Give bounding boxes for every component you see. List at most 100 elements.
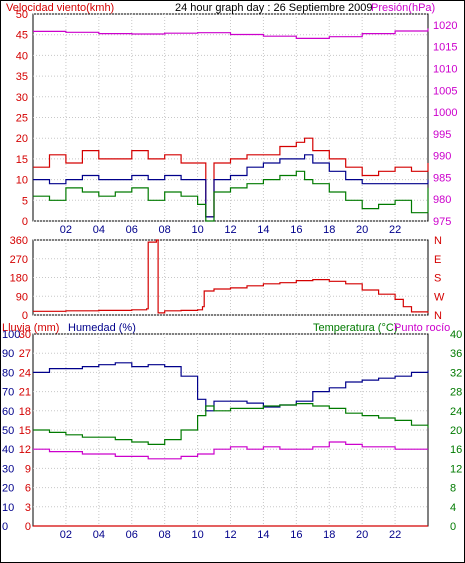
- wind-tick-label: 25: [16, 113, 28, 125]
- wind-tick-label: 0: [22, 216, 28, 228]
- x-tick-label: 10: [191, 529, 203, 541]
- compass-label: S: [434, 273, 441, 285]
- temperature-tick-label: 20: [450, 425, 462, 437]
- wind-tick-label: 10: [16, 175, 28, 187]
- direction-tick-label: 360: [10, 235, 28, 247]
- wind-tick-label: 45: [16, 30, 28, 42]
- green-line: [33, 170, 429, 222]
- x-tick-label: 02: [60, 224, 72, 236]
- humidity-tick-label: 40: [2, 444, 14, 456]
- rain-tick-label: 3: [25, 502, 31, 514]
- compass-label: N: [434, 235, 442, 247]
- direction-tick-label: 0: [22, 310, 28, 322]
- wind_avg-line: [33, 154, 429, 218]
- x-tick-label: 12: [224, 224, 236, 236]
- temperature-tick-label: 0: [450, 521, 456, 533]
- direction-tick-label: 180: [10, 273, 28, 285]
- rain-tick-label: 21: [19, 387, 31, 399]
- pressure-axis-title: Presión(hPa): [371, 2, 435, 14]
- compass-label: W: [434, 291, 445, 303]
- x-tick-label: 16: [290, 529, 302, 541]
- x-tick-label: 16: [290, 224, 302, 236]
- humidity-tick-label: 70: [2, 387, 14, 399]
- temperature-tick-label: 8: [450, 483, 456, 495]
- humidity-tick-label: 80: [2, 367, 14, 379]
- x-tick-label: 22: [389, 224, 401, 236]
- x-tick-label: 20: [356, 529, 368, 541]
- pressure-line: [33, 28, 429, 39]
- rain-tick-label: 24: [19, 367, 31, 379]
- x-tick-label: 08: [159, 224, 171, 236]
- wind-tick-label: 20: [16, 133, 28, 145]
- rain-tick-label: 18: [19, 406, 31, 418]
- compass-label: N: [434, 310, 442, 322]
- humidity-tick-label: 90: [2, 348, 14, 360]
- temperature-axis-title: Temperatura (°C): [313, 322, 397, 334]
- dewpoint-line: [33, 441, 428, 460]
- x-tick-label: 12: [224, 529, 236, 541]
- wind-tick-label: 35: [16, 71, 28, 83]
- x-tick-label: 20: [356, 224, 368, 236]
- pressure-tick-label: 990: [433, 151, 451, 163]
- pressure-tick-label: 1010: [433, 63, 457, 75]
- wind-tick-label: 40: [16, 50, 28, 62]
- x-tick-label: 18: [323, 224, 335, 236]
- x-tick-label: 22: [389, 529, 401, 541]
- x-tick-label: 08: [159, 529, 171, 541]
- rain-axis-title: Lluvia (mm): [2, 322, 59, 334]
- rain-tick-label: 9: [25, 463, 31, 475]
- rain-tick-label: 27: [19, 348, 31, 360]
- wind-tick-label: 15: [16, 154, 28, 166]
- humidity-tick-label: 100: [2, 329, 20, 341]
- dewpoint-axis-title: Punto rocío: [394, 322, 450, 334]
- x-tick-label: 04: [93, 529, 105, 541]
- wind-tick-label: 30: [16, 92, 28, 104]
- x-tick-label: 04: [93, 224, 105, 236]
- pressure-tick-label: 1020: [433, 20, 457, 32]
- temperature-tick-label: 24: [450, 406, 462, 418]
- temperature-tick-label: 32: [450, 367, 462, 379]
- temperature-tick-label: 16: [450, 444, 462, 456]
- wind-tick-label: 50: [16, 9, 28, 21]
- pressure-tick-label: 995: [433, 129, 451, 141]
- pressure-tick-label: 1015: [433, 42, 457, 54]
- graph-title: 24 hour graph day : 26 Septiembre 2009: [175, 2, 373, 14]
- humidity-tick-label: 30: [2, 463, 14, 475]
- rain-tick-label: 30: [19, 329, 31, 341]
- temperature-line: [33, 403, 429, 445]
- humidity-line: [33, 362, 429, 412]
- humidity-tick-label: 20: [2, 483, 14, 495]
- humidity-axis-title: Humedad (%): [68, 322, 136, 334]
- pressure-tick-label: 1005: [433, 85, 457, 97]
- wind-speed-axis-title: Velocidad viento(kmh): [6, 2, 114, 14]
- gust-line: [33, 137, 429, 218]
- direction-line: [33, 239, 429, 314]
- pressure-tick-label: 1000: [433, 107, 457, 119]
- pressure-tick-label: 985: [433, 172, 451, 184]
- x-tick-label: 18: [323, 529, 335, 541]
- rain-tick-label: 15: [19, 425, 31, 437]
- direction-tick-label: 270: [10, 254, 28, 266]
- humidity-tick-label: 0: [2, 521, 8, 533]
- x-tick-label: 14: [257, 529, 269, 541]
- compass-label: E: [434, 254, 441, 266]
- pressure-tick-label: 980: [433, 194, 451, 206]
- wind-tick-label: 5: [22, 195, 28, 207]
- humidity-tick-label: 50: [2, 425, 14, 437]
- temperature-tick-label: 40: [450, 329, 462, 341]
- x-tick-label: 06: [126, 224, 138, 236]
- x-tick-label: 14: [257, 224, 269, 236]
- temperature-tick-label: 4: [450, 502, 456, 514]
- direction-tick-label: 90: [16, 291, 28, 303]
- wind-panel: [32, 13, 429, 222]
- x-tick-label: 06: [126, 529, 138, 541]
- rain-tick-label: 6: [25, 483, 31, 495]
- temperature-tick-label: 12: [450, 463, 462, 475]
- rain-tick-label: 0: [25, 521, 31, 533]
- rain-tick-label: 12: [19, 444, 31, 456]
- temperature-tick-label: 36: [450, 348, 462, 360]
- humidity-tick-label: 10: [2, 502, 14, 514]
- x-tick-label: 02: [60, 529, 72, 541]
- humidity-tick-label: 60: [2, 406, 14, 418]
